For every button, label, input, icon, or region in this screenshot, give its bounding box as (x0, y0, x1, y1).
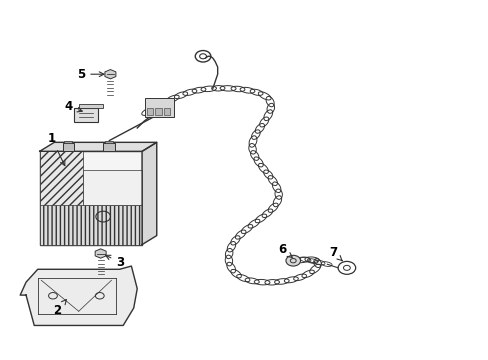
Bar (105, 140, 113, 143)
Polygon shape (40, 142, 157, 151)
Text: 4: 4 (65, 100, 82, 113)
Bar (40, 206, 142, 244)
Bar (147, 108, 153, 116)
Bar (62, 143, 74, 151)
Bar (82, 170, 142, 206)
Text: 1: 1 (48, 132, 65, 166)
Bar (64, 140, 72, 143)
Text: 2: 2 (53, 300, 66, 318)
Circle shape (285, 255, 300, 266)
Polygon shape (142, 142, 157, 244)
Bar (40, 151, 142, 244)
Polygon shape (20, 266, 137, 325)
Text: 6: 6 (278, 243, 292, 257)
Bar (163, 108, 169, 116)
Bar (103, 143, 115, 151)
Bar (144, 98, 173, 117)
Bar (74, 108, 98, 122)
Bar (155, 108, 161, 116)
Text: 7: 7 (328, 246, 342, 261)
Bar (79, 104, 103, 108)
Bar (40, 151, 82, 244)
Text: 5: 5 (77, 68, 104, 81)
Text: 3: 3 (105, 255, 124, 269)
